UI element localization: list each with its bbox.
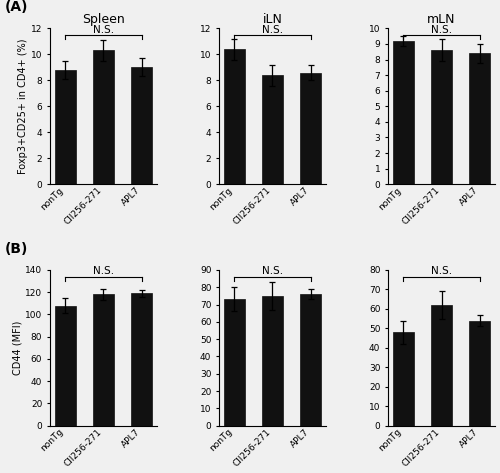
Bar [131,67,152,184]
Bar [469,321,490,426]
Bar [93,51,114,184]
Y-axis label: Foxp3+CD25+ in CD4+ (%): Foxp3+CD25+ in CD4+ (%) [18,38,28,174]
Bar [55,306,76,426]
Text: N.S.: N.S. [93,266,114,276]
Title: mLN: mLN [428,13,456,26]
Bar [55,70,76,184]
Bar [431,50,452,184]
Title: iLN: iLN [262,13,282,26]
Bar [93,294,114,426]
Text: (A): (A) [5,0,28,14]
Bar [300,294,321,426]
Text: N.S.: N.S. [262,25,283,35]
Bar [393,41,414,184]
Bar [131,293,152,426]
Text: N.S.: N.S. [431,266,452,276]
Bar [393,332,414,426]
Bar [431,305,452,426]
Text: (B): (B) [5,242,28,256]
Bar [262,296,283,426]
Bar [262,75,283,184]
Bar [224,49,245,184]
Bar [469,53,490,184]
Bar [300,72,321,184]
Bar [224,299,245,426]
Text: N.S.: N.S. [431,25,452,35]
Y-axis label: CD44 (MFI): CD44 (MFI) [12,321,22,375]
Title: Spleen: Spleen [82,13,125,26]
Text: N.S.: N.S. [262,266,283,276]
Text: N.S.: N.S. [93,25,114,35]
